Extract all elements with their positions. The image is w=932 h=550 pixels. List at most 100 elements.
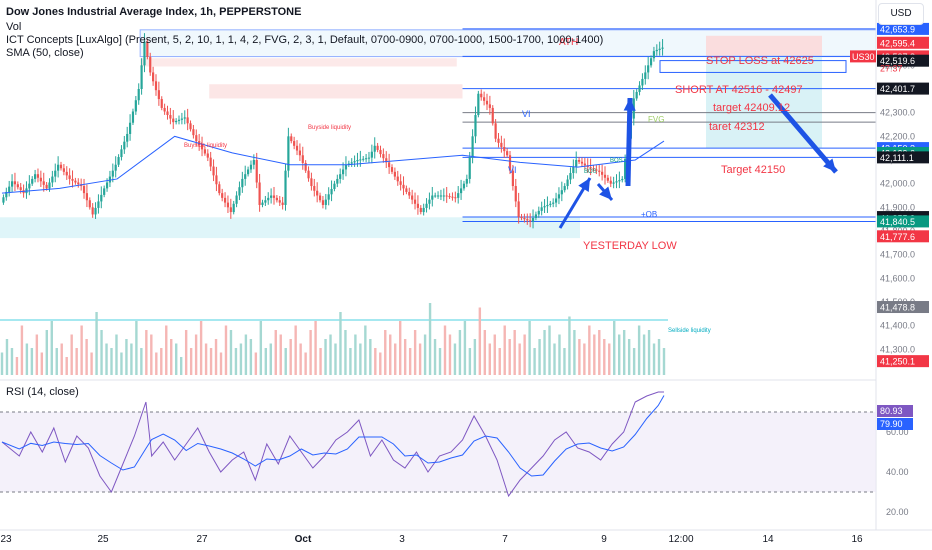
candle-body <box>376 145 379 150</box>
candle-body <box>16 184 19 188</box>
volume-bar <box>448 334 452 375</box>
time-axis-tick: 27 <box>196 534 208 545</box>
currency-button[interactable]: USD <box>878 3 924 25</box>
candle-body <box>537 210 540 215</box>
candle-body <box>310 178 313 187</box>
candle-body <box>344 164 348 170</box>
volume-bar <box>553 343 556 375</box>
volume-bar <box>45 330 48 375</box>
candle-body <box>146 41 149 58</box>
candle-body <box>641 78 644 86</box>
rsi-axis-tick: 20.00 <box>886 507 909 517</box>
volume-bar <box>244 334 248 375</box>
candle-body <box>10 181 14 187</box>
candle-body <box>105 182 109 189</box>
candle-body <box>74 180 77 183</box>
candle-body <box>370 151 373 158</box>
sma-indicator-label[interactable]: SMA (50, close) <box>6 47 84 59</box>
candle-body <box>658 48 661 50</box>
price-level-label: 42,595.4 <box>880 38 915 48</box>
candle-body <box>624 158 627 179</box>
candle-body <box>382 154 385 159</box>
candle-body <box>111 170 114 177</box>
candle-body <box>506 151 509 156</box>
volume-bar <box>204 343 208 375</box>
rsi-indicator-label[interactable]: RSI (14, close) <box>6 386 79 398</box>
volume-bar <box>518 343 521 375</box>
candle-body <box>577 160 581 162</box>
candle-body <box>313 186 316 191</box>
candle-body <box>114 164 117 171</box>
candle-body <box>526 219 529 221</box>
volume-bar <box>473 339 477 375</box>
candle-body <box>183 117 186 119</box>
volume-bar <box>593 334 596 375</box>
volume-bar <box>408 348 412 375</box>
candle-body <box>270 195 273 198</box>
time-axis-tick: 3 <box>399 534 405 545</box>
candle-body <box>514 186 517 202</box>
candle-body <box>618 180 621 182</box>
volume-bar <box>443 325 447 375</box>
volume-bar <box>155 352 158 375</box>
candle-body <box>8 186 11 192</box>
volume-bar <box>458 330 462 375</box>
price-axis-tick: 41,900.0 <box>880 202 915 212</box>
candle-body <box>339 174 342 179</box>
time-axis-tick: Oct <box>295 534 312 545</box>
candle-body <box>226 202 230 208</box>
price-level-label: 41,840.5 <box>880 217 915 227</box>
price-level-tag <box>877 230 929 243</box>
volume-bar <box>423 334 427 375</box>
candle-body <box>554 198 558 203</box>
candle-body <box>91 207 94 215</box>
volume-bar <box>413 330 417 375</box>
volume-bar <box>20 325 24 375</box>
candle-body <box>31 178 34 184</box>
price-level-tag <box>877 355 929 368</box>
volume-bar <box>189 348 193 375</box>
ict-concepts-indicator-label[interactable]: ICT Concepts [LuxAlgo] (Present, 5, 2, 1… <box>6 34 604 46</box>
price-axis-tick: 42,000.0 <box>880 179 915 189</box>
volume-bar <box>269 343 272 375</box>
candle-body <box>425 203 428 208</box>
candle-body <box>278 200 281 203</box>
price-level-label: 41,777.6 <box>880 232 915 242</box>
candle-body <box>123 141 126 150</box>
candle-body <box>468 157 471 179</box>
candle-body <box>589 167 592 169</box>
volume-bar <box>130 343 133 375</box>
candle-body <box>601 171 604 175</box>
candle-body <box>529 220 532 222</box>
volume-bar <box>364 325 367 375</box>
price-level-tag <box>877 36 929 49</box>
rsi-band <box>0 412 876 492</box>
candle-body <box>436 195 440 197</box>
candle-body <box>295 145 299 151</box>
candle-body <box>293 141 296 146</box>
candle-body <box>169 115 172 119</box>
candle-body <box>166 111 169 116</box>
candle-body <box>48 182 51 189</box>
candle-body <box>149 57 152 73</box>
candle-body <box>531 217 535 222</box>
candle-body <box>134 100 137 112</box>
candle-body <box>281 202 284 205</box>
candle-body <box>290 136 293 142</box>
rsi-ma-value-tag <box>877 418 913 430</box>
volume-bar <box>40 352 44 375</box>
candle-body <box>215 175 218 185</box>
volume-indicator-label[interactable]: Vol <box>6 21 22 33</box>
candle-body <box>180 118 183 120</box>
symbol-label: US30 <box>852 52 875 62</box>
candle-body <box>244 174 247 179</box>
candle-body <box>649 58 653 66</box>
candle-body <box>373 145 376 152</box>
volume-bar <box>25 343 29 375</box>
countdown-label: 27:37 <box>880 63 903 73</box>
candle-body <box>108 176 112 183</box>
stop-loss-label: STOP LOSS at 42625 <box>706 55 814 67</box>
volume-bar <box>239 343 243 375</box>
candle-body <box>580 161 584 164</box>
